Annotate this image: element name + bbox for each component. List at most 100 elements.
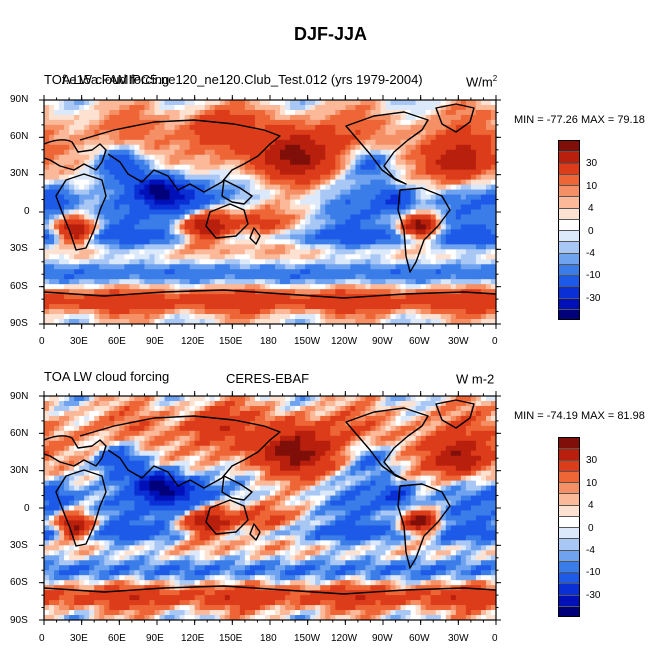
x-tick-label: 30W xyxy=(448,633,469,644)
x-tick-label: 90W xyxy=(372,336,393,347)
y-tick-label: 90S xyxy=(10,318,28,329)
x-tick-label: 150W xyxy=(294,336,321,347)
panel-1-ticks xyxy=(39,95,501,329)
colorbar-swatch xyxy=(558,527,580,539)
x-tick-label: 60W xyxy=(409,336,430,347)
x-tick-label: 60E xyxy=(108,633,126,644)
panel-1-coastlines xyxy=(43,103,497,299)
panel-1-center-title: f.e15a.FAMIPC5.ne120_ne120.Club_Test.012… xyxy=(62,72,423,87)
colorbar-swatch xyxy=(558,241,580,253)
colorbar-label: 30 xyxy=(586,158,598,169)
colorbar-swatch xyxy=(558,459,580,471)
panel-2-left-title: TOA LW cloud forcing xyxy=(44,369,170,384)
panel-2-center-title: CERES-EBAF xyxy=(226,371,310,386)
x-tick-label: 0 xyxy=(39,336,45,347)
panel-1-field xyxy=(44,100,496,324)
panel-2-colorbar xyxy=(558,437,580,617)
colorbar-swatch xyxy=(558,196,580,208)
colorbar-swatch xyxy=(558,470,580,482)
colorbar-swatch xyxy=(558,286,580,298)
colorbar-label: -4 xyxy=(586,545,595,556)
x-tick-label: 120E xyxy=(181,633,205,644)
colorbar-label: 0 xyxy=(588,523,594,534)
colorbar-swatch xyxy=(558,493,580,505)
colorbar-swatch xyxy=(558,140,580,152)
x-tick-label: 120E xyxy=(181,336,205,347)
x-tick-label: 0 xyxy=(492,633,498,644)
colorbar-label: 10 xyxy=(586,478,598,489)
x-tick-label: 120W xyxy=(331,336,358,347)
colorbar-swatch xyxy=(558,504,580,516)
panel-1-min-max: MIN = -77.26 MAX = 79.18 xyxy=(514,114,645,126)
colorbar-swatch xyxy=(558,173,580,185)
colorbar-label: 4 xyxy=(588,500,594,511)
colorbar-swatch xyxy=(558,207,580,219)
x-tick-label: 150E xyxy=(219,633,243,644)
x-tick-label: 0 xyxy=(39,633,45,644)
colorbar-swatch xyxy=(558,162,580,174)
colorbar-swatch xyxy=(558,560,580,572)
y-tick-label: 0 xyxy=(24,503,30,514)
x-tick-label: 180 xyxy=(260,336,277,347)
colorbar-swatch xyxy=(558,275,580,287)
colorbar-label: -30 xyxy=(586,590,601,601)
colorbar-swatch xyxy=(558,538,580,550)
panel-2-units: W m-2 xyxy=(456,371,495,387)
colorbar-swatch xyxy=(558,218,580,230)
colorbar-swatch xyxy=(558,605,580,617)
y-tick-label: 30S xyxy=(10,243,28,254)
colorbar-swatch xyxy=(558,151,580,163)
colorbar-swatch xyxy=(558,297,580,309)
y-tick-label: 60N xyxy=(10,131,29,142)
y-tick-label: 30N xyxy=(10,168,29,179)
panel-2-min-max: MIN = -74.19 MAX = 81.98 xyxy=(514,410,645,422)
panel-2-coastlines xyxy=(43,399,497,595)
panel-2-ticks xyxy=(39,391,501,625)
panel-1-units: W/m2 xyxy=(466,74,498,90)
colorbar-swatch xyxy=(558,252,580,264)
colorbar-label: 10 xyxy=(586,181,598,192)
x-tick-label: 30E xyxy=(70,633,88,644)
y-tick-label: 60S xyxy=(10,577,28,588)
y-tick-label: 90N xyxy=(10,94,29,105)
y-tick-label: 30S xyxy=(10,540,28,551)
x-tick-label: 30W xyxy=(448,336,469,347)
colorbar-label: 30 xyxy=(586,455,598,466)
colorbar-swatch xyxy=(558,594,580,606)
colorbar-swatch xyxy=(558,515,580,527)
y-tick-label: 90S xyxy=(10,615,28,626)
x-tick-label: 30E xyxy=(70,336,88,347)
y-tick-label: 0 xyxy=(24,206,30,217)
x-tick-label: 180 xyxy=(260,633,277,644)
y-tick-label: 90N xyxy=(10,391,29,402)
x-tick-label: 60W xyxy=(409,633,430,644)
x-tick-label: 90W xyxy=(372,633,393,644)
y-tick-label: 60S xyxy=(10,281,28,292)
figure-title: DJF-JJA xyxy=(293,24,368,44)
x-tick-label: 0 xyxy=(492,336,498,347)
colorbar-label: 4 xyxy=(588,203,594,214)
colorbar-label: -10 xyxy=(586,270,601,281)
colorbar-swatch xyxy=(558,230,580,242)
colorbar-label: -10 xyxy=(586,567,601,578)
colorbar-label: 0 xyxy=(588,226,594,237)
colorbar-swatch xyxy=(558,572,580,584)
colorbar-swatch xyxy=(558,482,580,494)
y-tick-label: 30N xyxy=(10,465,29,476)
colorbar-swatch xyxy=(558,437,580,449)
colorbar-swatch xyxy=(558,263,580,275)
y-tick-label: 60N xyxy=(10,428,29,439)
colorbar-swatch xyxy=(558,185,580,197)
x-tick-label: 150E xyxy=(219,336,243,347)
panel-1-colorbar xyxy=(558,140,580,320)
x-tick-label: 90E xyxy=(146,633,164,644)
colorbar-swatch xyxy=(558,549,580,561)
x-tick-label: 90E xyxy=(146,336,164,347)
colorbar-swatch xyxy=(558,583,580,595)
panel-2-field xyxy=(44,396,496,620)
x-tick-label: 60E xyxy=(108,336,126,347)
colorbar-label: -4 xyxy=(586,248,595,259)
colorbar-swatch xyxy=(558,448,580,460)
